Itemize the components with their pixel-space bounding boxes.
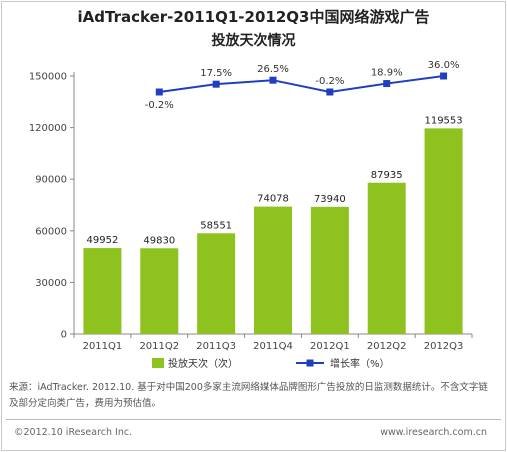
bar-value-label: 49830 [143,235,175,246]
legend-line-label: 增长率（%） [330,357,390,370]
y-tick-label: 120000 [29,123,67,134]
growth-label: -0.2% [145,100,174,111]
x-tick-label: 2012Q1 [310,341,350,352]
growth-line-path [159,75,444,94]
growth-point [326,88,334,96]
x-tick-label: 2012Q2 [367,341,407,352]
growth-label: 18.9% [371,68,403,79]
y-tick-label: 60000 [35,226,67,237]
growth-label: 36.0% [428,60,460,71]
bar-value-label: 74078 [257,194,289,205]
bar-value-label: 87935 [371,170,403,181]
growth-line: -0.2% 17.5% 26.5% -0.2% 18.9% 36.0% [145,60,460,111]
y-tick-label: 0 [61,330,67,341]
y-tick-label: 150000 [29,72,67,83]
bar-value-labels: 49952 49830 58551 74078 73940 87935 119553 [87,115,463,246]
bar [424,128,463,334]
x-tick-label: 2011Q4 [253,341,293,352]
x-tick-labels: 2011Q1 2011Q2 2011Q3 2011Q4 2012Q1 2012Q2 2012… [83,341,464,352]
chart-subtitle: 投放天次情况 [211,33,296,49]
chart-svg: 0 30000 60000 90000 120000 150000 49952 49830 5… [29,60,473,370]
bar-value-label: 73940 [314,194,346,205]
legend-line-marker [306,359,314,367]
bar [83,248,122,334]
growth-point [269,76,277,84]
x-tick-label: 2012Q3 [424,341,464,352]
legend-bar-label: 投放天次（次） [168,357,238,370]
x-tick-label: 2011Q3 [196,341,236,352]
source-note: 来源：iAdTracker. 2012.10. 基于对中国200多家主流网络媒体… [9,382,488,409]
bar-value-label: 119553 [424,115,462,126]
website-text: www.iresearch.com.cn [380,427,487,438]
legend: 投放天次（次） 增长率（%） [152,357,390,370]
bar [310,206,349,334]
footer-divider [6,419,501,420]
growth-label: -0.2% [315,76,344,87]
bars [83,128,463,334]
growth-point [155,88,163,96]
bar [140,248,179,334]
bar [197,233,236,334]
growth-label: 26.5% [257,64,289,75]
legend-bar-swatch [152,358,164,368]
y-tick-label: 30000 [35,278,67,289]
growth-point [383,80,391,88]
chart-title: iAdTracker-2011Q1-2012Q3中国网络游戏广告 [77,8,430,26]
bar-value-label: 58551 [200,220,232,231]
growth-point [212,80,220,88]
growth-point [440,72,448,80]
bar-value-label: 49952 [87,235,119,246]
y-tick-label: 90000 [35,175,67,186]
bar [254,206,292,334]
x-tick-label: 2011Q2 [139,341,179,352]
copyright-text: ©2012.10 iResearch Inc. [14,427,133,438]
x-tick-label: 2011Q1 [83,341,123,352]
bar [367,182,406,334]
growth-label: 17.5% [200,68,232,79]
